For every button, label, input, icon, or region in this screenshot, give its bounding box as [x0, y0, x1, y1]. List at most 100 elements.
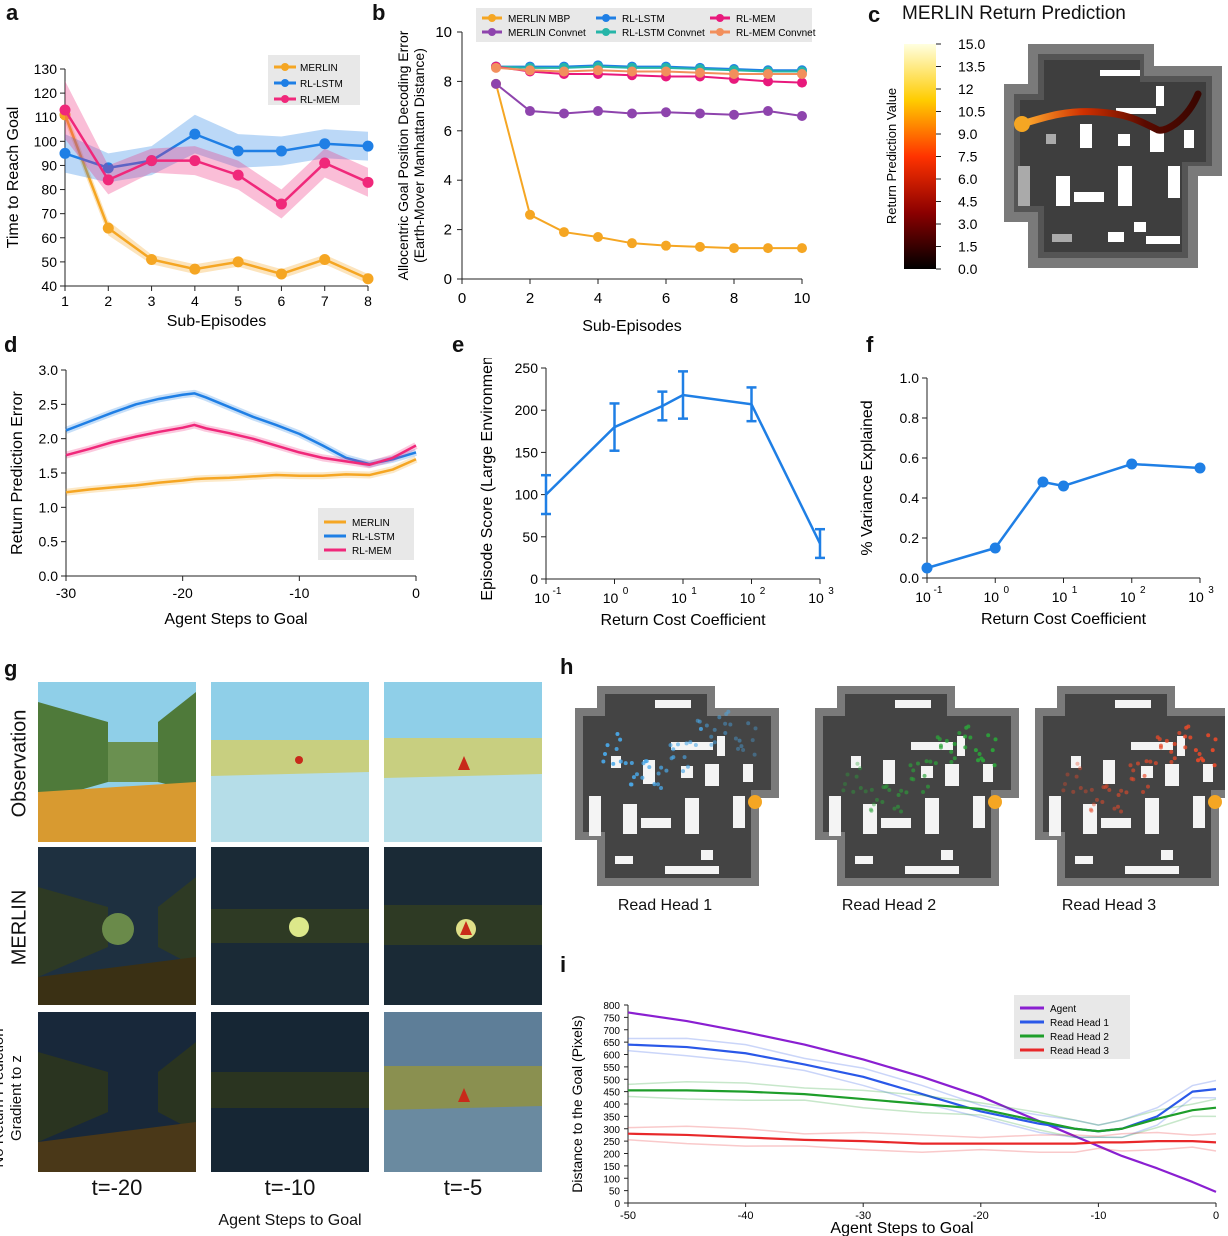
- d-band-1: [64, 389, 417, 468]
- a-ytick-label: 110: [35, 109, 58, 125]
- i-ytick-label: 300: [603, 1125, 620, 1136]
- h-read-point-3: [1124, 790, 1129, 795]
- h-read-point-2: [869, 808, 874, 813]
- merlin-t10: [211, 847, 369, 1005]
- b-point-5: [797, 68, 807, 79]
- b-point-4: [763, 76, 773, 87]
- row-label-merlin: MERLIN: [8, 889, 31, 966]
- c-colorbar-tick-label: 1.5: [958, 239, 978, 255]
- a-point-2: [319, 157, 331, 169]
- h-read-point-1: [647, 765, 652, 770]
- i-ytick-label: 550: [603, 1063, 620, 1074]
- h-read-point-3: [1071, 789, 1076, 794]
- h-read-point-1: [615, 732, 620, 737]
- h-read-point-3: [1177, 731, 1182, 736]
- h-read-point-2: [992, 763, 997, 768]
- h-read-point-2: [963, 745, 968, 750]
- e-xtick-base: 10: [808, 590, 824, 606]
- h-read-point-2: [841, 788, 846, 793]
- h-read-point-1: [618, 737, 623, 742]
- h-read-point-1: [753, 726, 758, 731]
- maze-h-2: [815, 686, 1019, 886]
- e-ytick-label: 150: [515, 444, 539, 460]
- d-xtick-label: -10: [289, 585, 309, 601]
- b-legend-marker: [602, 28, 610, 36]
- i-xtick-label: -30: [855, 1210, 871, 1222]
- h-read-point-2: [976, 758, 981, 763]
- b-ylabel: Allocentric Goal Position Decoding Error: [395, 30, 411, 280]
- a-ytick-label: 90: [41, 157, 57, 173]
- e-xtick-exp: 2: [760, 586, 766, 597]
- b-point-0: [525, 209, 535, 220]
- i-trace-1-1: [627, 1037, 1217, 1126]
- f-point: [989, 542, 1001, 554]
- h-read-point-1: [634, 772, 639, 777]
- b-ytick-label: 8: [444, 73, 452, 90]
- h-read-point-3: [1183, 745, 1188, 750]
- i-ytick-label: 750: [603, 1013, 620, 1024]
- h-read-point-1: [728, 722, 733, 727]
- d-xtick-label: 0: [412, 585, 420, 601]
- panel-label-a: a: [6, 0, 19, 25]
- h-read-point-3: [1169, 759, 1174, 764]
- b-legend-label: RL-LSTM Convnet: [622, 28, 705, 39]
- a-ytick-label: 50: [41, 254, 57, 270]
- b-ytick-label: 6: [444, 123, 452, 140]
- c-colorbar-tick-label: 13.5: [958, 59, 985, 75]
- h-read-point-2: [855, 761, 860, 766]
- panel-g-xlabel: Agent Steps to Goal: [218, 1212, 362, 1229]
- b-point-0: [797, 243, 807, 254]
- d-legend: MERLIN RL-LSTM RL-MEM: [318, 508, 414, 560]
- h-read-point-3: [1213, 737, 1218, 742]
- b-point-5: [491, 62, 501, 73]
- h-read-point-3: [1107, 787, 1112, 792]
- b-xlabel: Sub-Episodes: [582, 318, 682, 335]
- b-point-5: [661, 66, 671, 77]
- e-xtick-exp: 0: [623, 586, 629, 597]
- h-read-point-2: [880, 799, 885, 804]
- h-read-point-3: [1172, 756, 1177, 761]
- h-read-point-2: [921, 789, 926, 794]
- f-xtick-exp: -1: [934, 585, 943, 596]
- a-ylabel: Time to Reach Goal: [5, 107, 22, 249]
- h-read-point-1: [601, 759, 606, 764]
- h-read-point-2: [925, 784, 930, 789]
- h-read-point-3: [1135, 761, 1140, 766]
- b-legend-label: RL-MEM: [736, 14, 775, 25]
- h-read-point-2: [952, 756, 957, 761]
- h-read-point-3: [1196, 758, 1201, 763]
- h-read-point-1: [668, 743, 673, 748]
- chart-f: 0.00.20.40.60.81.010 -1 10 0 10 1 10 2 10 3Return…: [859, 370, 1214, 628]
- i-xlabel: Agent Steps to Goal: [830, 1220, 973, 1236]
- h-read-point-1: [644, 759, 649, 764]
- maze-c: [1004, 44, 1222, 268]
- d-xlabel: Agent Steps to Goal: [164, 611, 307, 628]
- a-point-2: [275, 198, 287, 210]
- b-xtick-label: 2: [526, 290, 534, 307]
- a-point-0: [189, 263, 201, 275]
- i-xtick-label: -10: [1090, 1210, 1106, 1222]
- h-read-point-1: [681, 769, 686, 774]
- h-read-point-1: [682, 755, 687, 760]
- a-xlabel: Sub-Episodes: [167, 313, 267, 330]
- h-read-point-2: [863, 789, 868, 794]
- h-read-point-2: [915, 761, 920, 766]
- panel-label-e: e: [452, 332, 465, 357]
- h-read-point-2: [868, 807, 873, 812]
- e-series-line: [545, 393, 822, 545]
- b-point-1: [491, 78, 501, 89]
- h-read-point-1: [712, 740, 717, 745]
- h-read-point-3: [1201, 758, 1206, 763]
- h-read-point-2: [904, 790, 909, 795]
- read-head-1-label: Read Head 1: [617, 897, 713, 914]
- h-read-point-1: [726, 709, 731, 714]
- b-point-0: [763, 243, 773, 254]
- f-ytick-label: 0.4: [900, 490, 920, 506]
- h-read-point-3: [1141, 789, 1146, 794]
- h-read-point-3: [1153, 761, 1158, 766]
- row-label-noret: No Return Prediction Gradient to z: [0, 1018, 26, 1178]
- h-read-point-1: [652, 782, 657, 787]
- i-ytick-label: 0: [614, 1199, 620, 1210]
- i-series-line-0: [627, 1011, 1217, 1193]
- h-read-point-1: [675, 742, 680, 747]
